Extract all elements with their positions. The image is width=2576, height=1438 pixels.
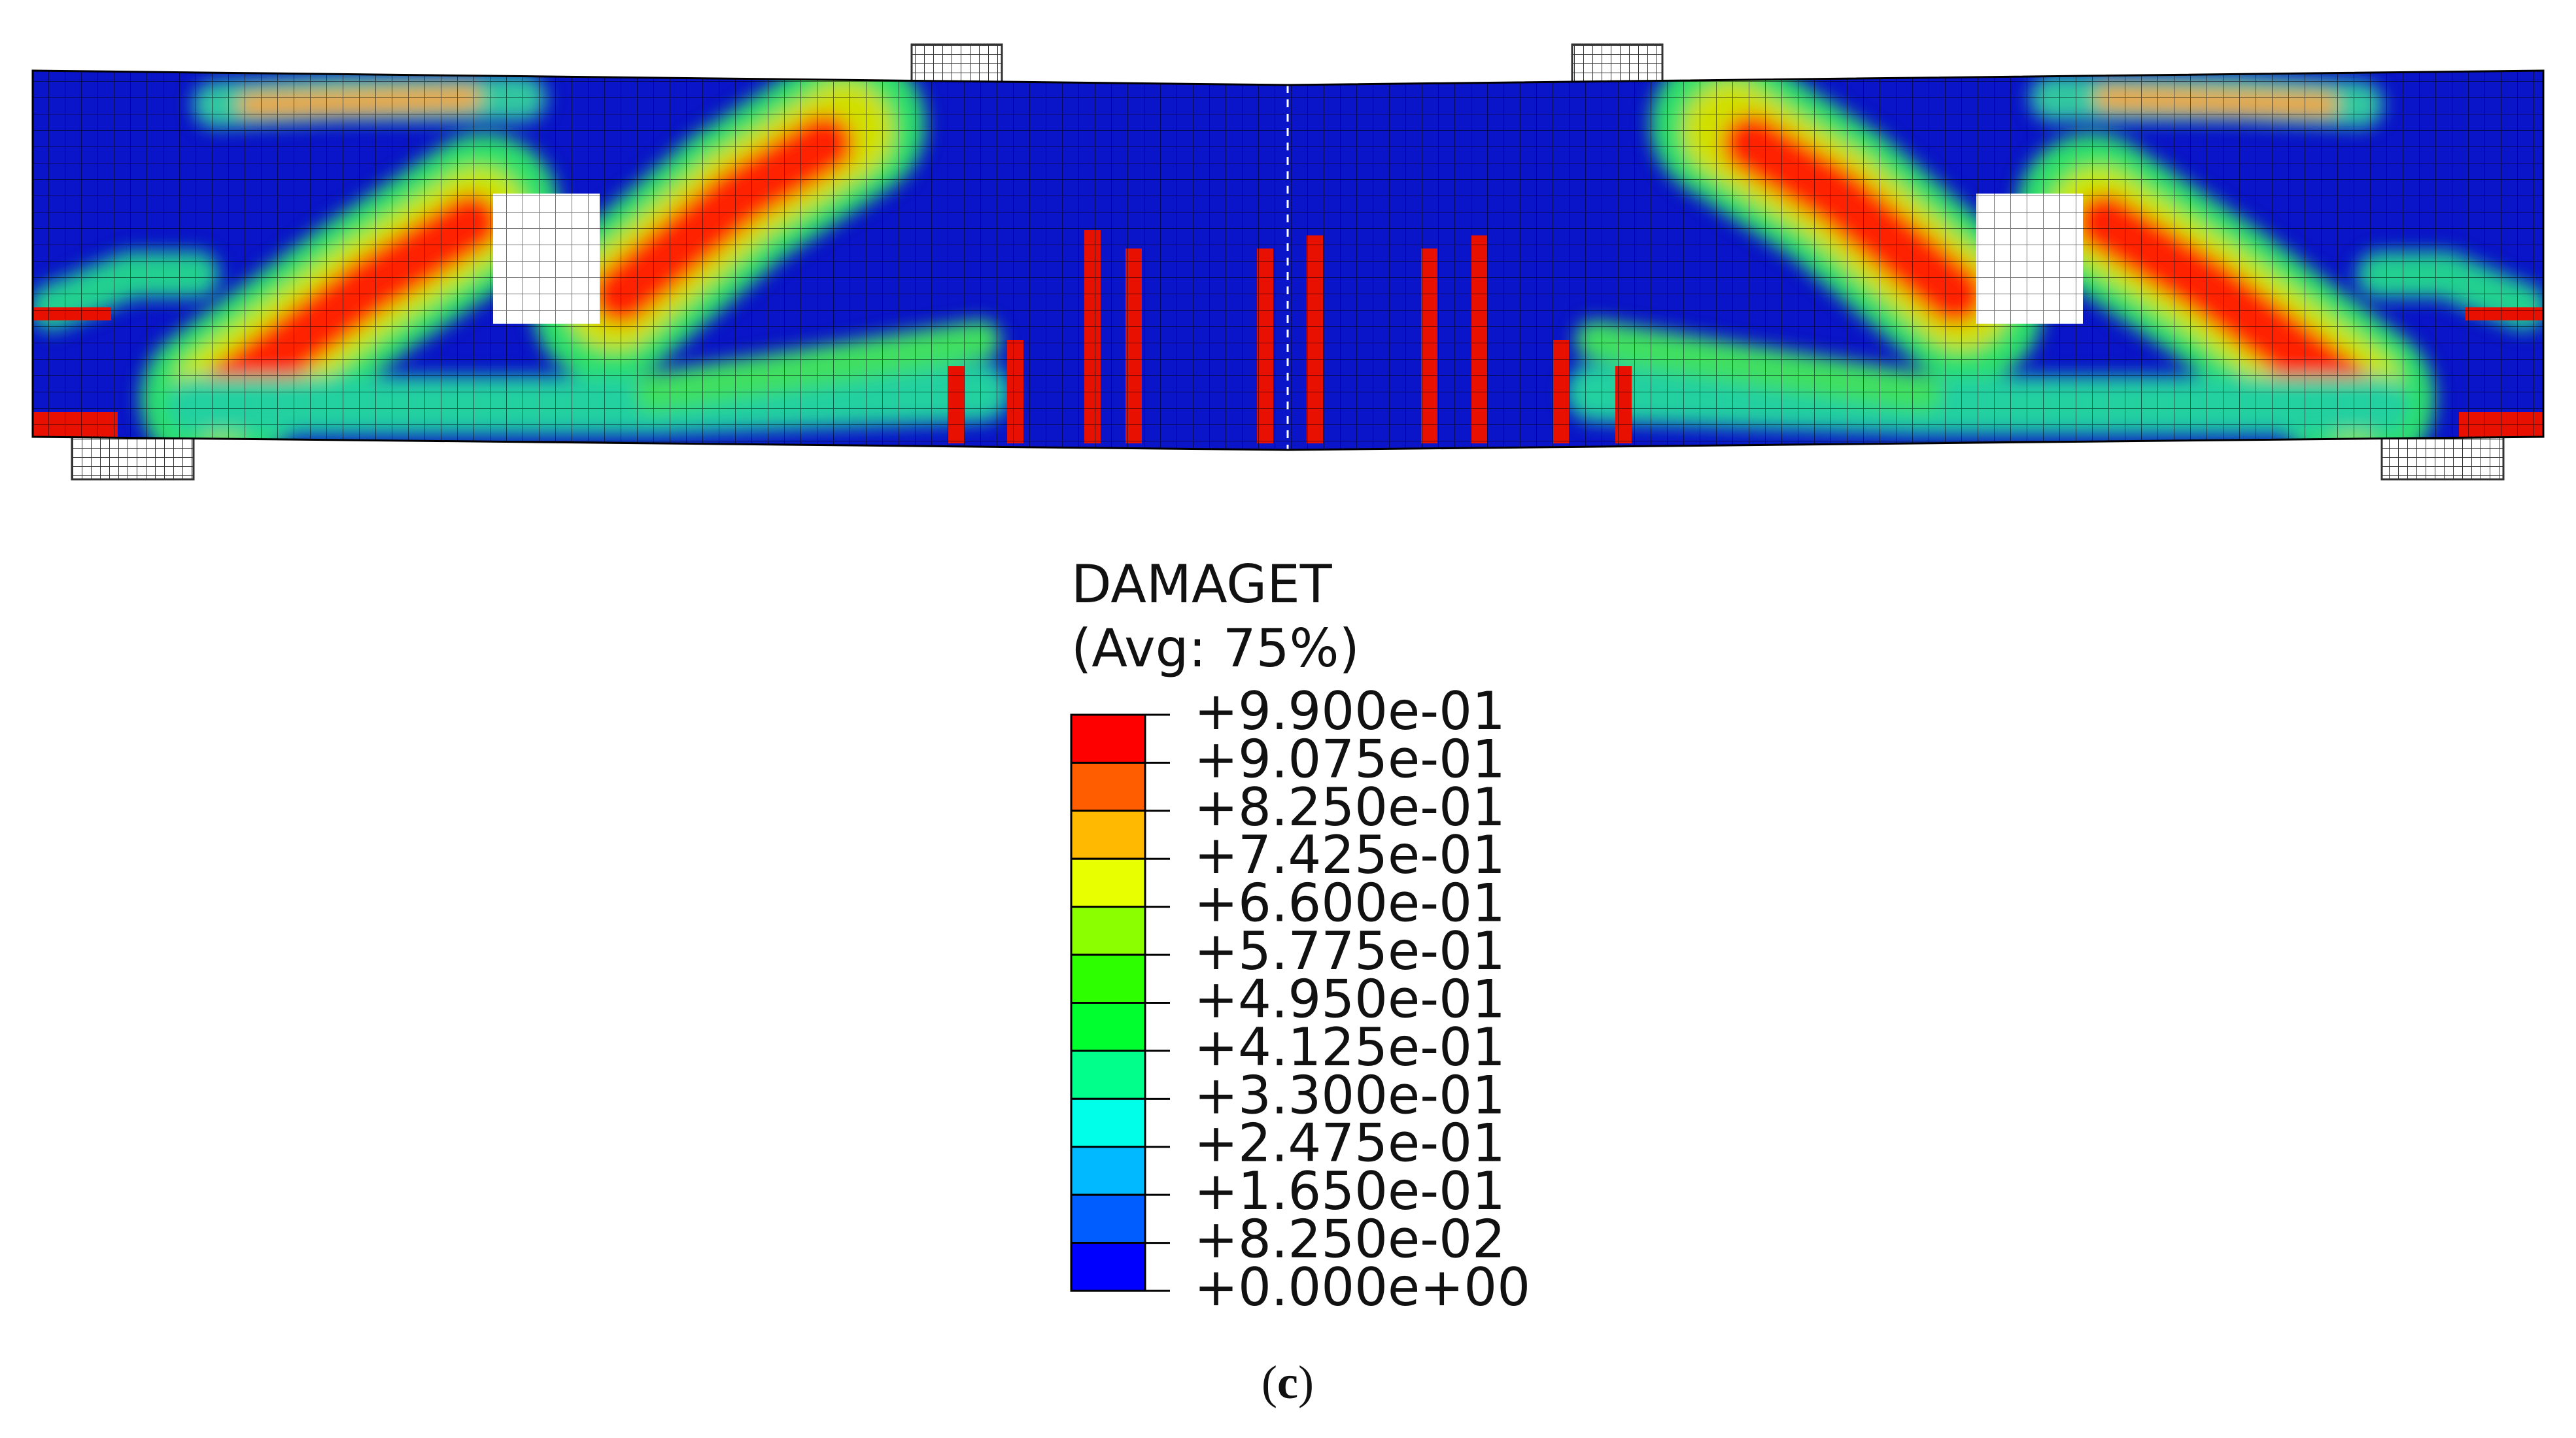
legend-swatch	[1070, 1097, 1146, 1148]
legend-label: +7.425e-01	[1194, 825, 1505, 885]
legend-label: +8.250e-02	[1194, 1209, 1505, 1270]
caption-close: )	[1298, 1356, 1314, 1409]
legend-label: +3.300e-01	[1194, 1065, 1505, 1125]
support-plate	[2380, 434, 2505, 481]
legend-label: +5.775e-01	[1194, 921, 1505, 982]
legend-swatch	[1070, 857, 1146, 908]
legend-label: +2.475e-01	[1194, 1113, 1505, 1174]
caption-open: (	[1262, 1356, 1277, 1409]
legend-label: +6.600e-01	[1194, 873, 1505, 934]
caption: (c)	[1262, 1356, 1314, 1409]
legend-label: +9.075e-01	[1194, 728, 1505, 789]
loading-plate	[910, 43, 1003, 86]
legend: +9.900e-01+9.075e-01+8.250e-01+7.425e-01…	[1070, 681, 1530, 1318]
legend-label: +9.900e-01	[1194, 681, 1505, 742]
legend-label: +0.000e+00	[1194, 1257, 1530, 1318]
legend-swatch	[1070, 906, 1146, 956]
legend-swatch	[1070, 761, 1146, 812]
legend-swatch	[1070, 713, 1146, 764]
loading-plate	[1571, 43, 1664, 86]
legend-label: +8.250e-01	[1194, 777, 1505, 838]
legend-swatch	[1070, 1002, 1146, 1052]
legend-swatch	[1070, 1242, 1146, 1292]
legend-label: +4.950e-01	[1194, 968, 1505, 1029]
legend-title: DAMAGET	[1071, 554, 1333, 615]
legend-swatch	[1070, 1050, 1146, 1100]
legend-label: +4.125e-01	[1194, 1017, 1505, 1078]
legend-subtitle: (Avg: 75%)	[1071, 618, 1360, 679]
beam-outline	[31, 69, 2545, 451]
legend-swatch	[1070, 1193, 1146, 1244]
beam-contour	[33, 71, 2543, 450]
legend-swatch	[1070, 810, 1146, 860]
legend-swatch	[1070, 953, 1146, 1004]
support-plate	[71, 434, 195, 481]
legend-label: +1.650e-01	[1194, 1161, 1505, 1222]
legend-swatch	[1070, 1146, 1146, 1196]
caption-letter: c	[1277, 1356, 1298, 1409]
